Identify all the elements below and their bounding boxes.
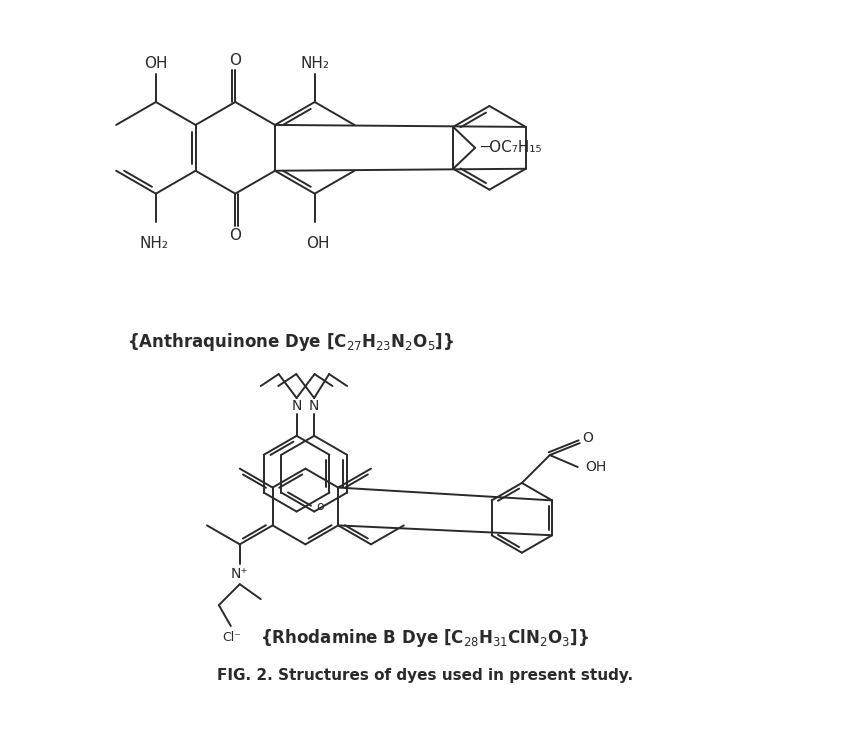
Text: o: o: [316, 500, 324, 513]
Text: N: N: [292, 399, 302, 413]
Text: O: O: [230, 228, 241, 243]
Text: OH: OH: [585, 460, 606, 474]
Text: NH₂: NH₂: [300, 56, 329, 71]
Text: {Anthraquinone Dye [C$_{27}$H$_{23}$N$_2$O$_5$]}: {Anthraquinone Dye [C$_{27}$H$_{23}$N$_2…: [127, 331, 454, 353]
Text: NH₂: NH₂: [139, 236, 168, 251]
Text: {Rhodamine B Dye [C$_{28}$H$_{31}$ClN$_2$O$_3$]}: {Rhodamine B Dye [C$_{28}$H$_{31}$ClN$_2…: [260, 627, 590, 649]
Text: O: O: [582, 431, 593, 445]
Text: OH: OH: [144, 56, 167, 71]
Text: OH: OH: [306, 236, 330, 251]
Text: FIG. 2. Structures of dyes used in present study.: FIG. 2. Structures of dyes used in prese…: [217, 668, 633, 683]
Text: N: N: [309, 399, 320, 413]
Text: ─OC₇H₁₅: ─OC₇H₁₅: [480, 140, 541, 156]
Text: O: O: [230, 52, 241, 68]
Text: Cl⁻: Cl⁻: [223, 632, 241, 644]
Text: N⁺: N⁺: [231, 567, 248, 581]
